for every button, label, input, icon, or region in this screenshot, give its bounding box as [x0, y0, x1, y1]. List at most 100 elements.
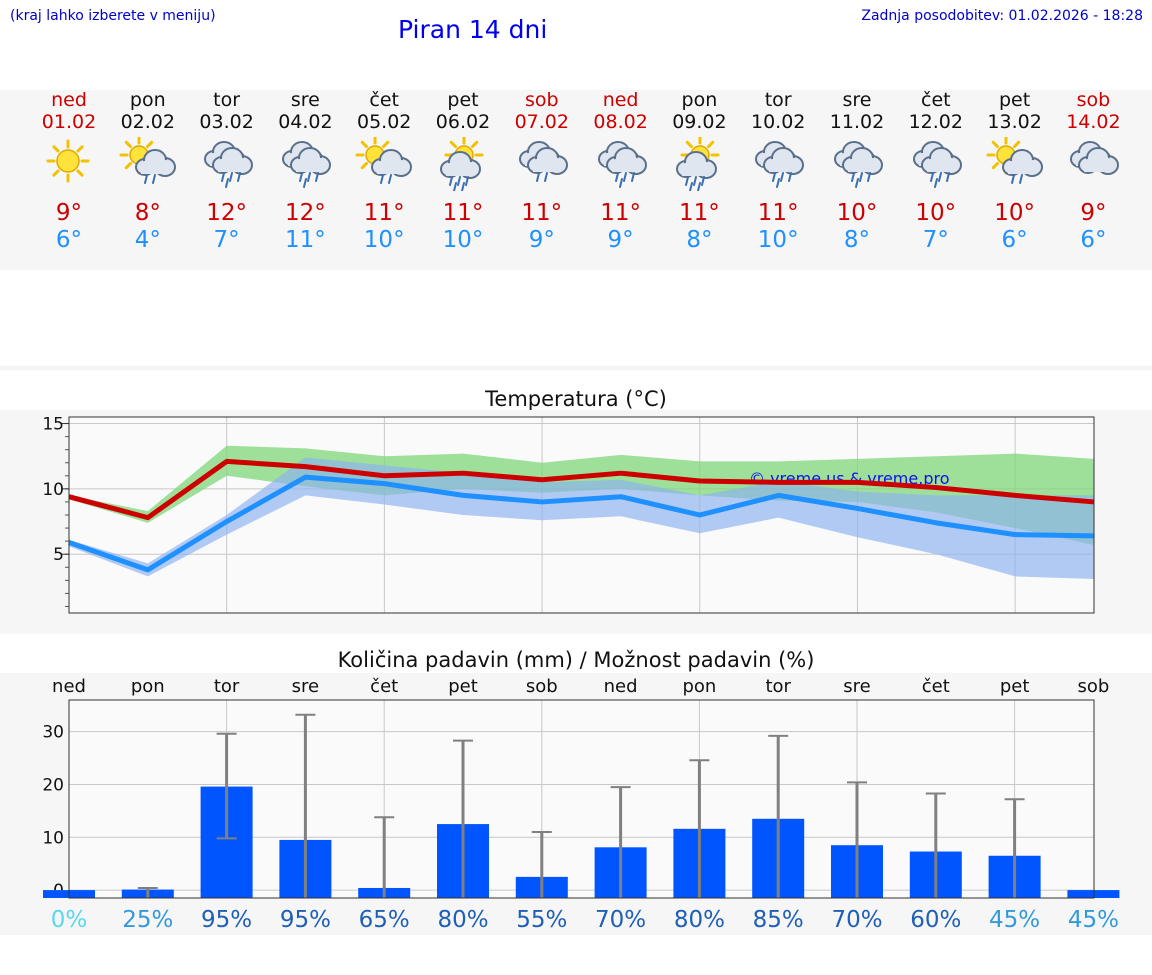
day-column: tor 10.02 11° 10°	[738, 90, 818, 254]
day-name: ned	[602, 89, 639, 111]
precip-probability: 65%	[359, 907, 410, 933]
day-name: pet	[998, 89, 1031, 111]
day-column: pet 06.02 11° 10°	[423, 90, 503, 254]
max-temperature: 9°	[1080, 200, 1107, 226]
last-updated: Zadnja posodobitev: 01.02.2026 - 18:28	[861, 8, 1143, 24]
precip-probability: 70%	[595, 907, 646, 933]
precip-probability: 95%	[280, 907, 331, 933]
day-column: ned 01.02 9° 6°	[29, 90, 109, 254]
sun-cloud-rain-icon	[975, 135, 1055, 195]
precip-day-label: pet	[1000, 676, 1030, 697]
temp-y-tick-label: 5	[53, 545, 64, 565]
min-temperature: 11°	[285, 227, 326, 253]
max-temperature: 8°	[134, 200, 161, 226]
day-column: sre 11.02 10° 8°	[817, 90, 897, 254]
cloud-rain-icon	[896, 137, 976, 195]
precip-probability: 85%	[753, 907, 804, 933]
min-temperature: 6°	[1001, 227, 1028, 253]
precip-day-label: ned	[604, 676, 638, 697]
max-temperature: 10°	[994, 200, 1035, 226]
day-date: 03.02	[199, 111, 254, 133]
precip-y-tick-label: 30	[42, 723, 64, 743]
precip-probability: 0%	[51, 907, 88, 933]
precip-day-label: sre	[292, 676, 319, 697]
max-temperature: 11°	[521, 200, 563, 226]
precip-day-label: sob	[1077, 676, 1109, 697]
cloud-light-rain-icon	[502, 137, 582, 195]
day-date: 12.02	[908, 111, 963, 133]
day-name: čet	[369, 89, 399, 111]
day-name: sob	[525, 89, 559, 111]
precip-probability: 45%	[989, 907, 1040, 933]
min-temperature: 7°	[922, 227, 949, 253]
day-column: tor 03.02 12° 7°	[187, 90, 267, 254]
precip-probability: 95%	[201, 907, 252, 933]
precip-probability: 70%	[831, 907, 882, 933]
day-column: sob 07.02 11° 9°	[502, 90, 582, 254]
max-temperature: 12°	[206, 200, 247, 226]
min-temperature: 6°	[1080, 227, 1107, 253]
cloud-icon	[1053, 137, 1133, 195]
cloud-rain-icon	[187, 137, 267, 195]
precipitation-chart-title: Količina padavin (mm) / Možnost padavin …	[337, 648, 815, 672]
sun-heavy-rain-icon	[659, 135, 739, 195]
temp-plot-frame	[68, 416, 1095, 614]
day-date: 02.02	[120, 111, 175, 133]
min-temperature: 8°	[686, 227, 713, 253]
max-temperature: 10°	[836, 200, 878, 226]
day-column: ned 08.02 11° 9°	[581, 90, 661, 254]
day-column: pet 13.02 10° 6°	[975, 90, 1055, 254]
day-name: pet	[447, 89, 479, 111]
cloud-rain-icon	[817, 137, 897, 195]
max-temperature: 11°	[679, 200, 720, 226]
max-temperature: 11°	[442, 200, 484, 226]
day-column: sob 14.02 9° 6°	[1053, 90, 1133, 254]
day-date: 01.02	[41, 111, 97, 133]
precip-day-label: sre	[843, 676, 870, 697]
precip-probability: 25%	[122, 907, 173, 933]
max-temperature: 12°	[285, 200, 326, 226]
day-name: ned	[51, 89, 87, 111]
day-name: sob	[1076, 89, 1111, 111]
day-date: 04.02	[278, 111, 333, 133]
max-temperature: 11°	[757, 200, 799, 226]
max-temperature: 11°	[363, 200, 405, 226]
max-temperature: 10°	[915, 200, 957, 226]
daily-forecast-strip: ned 01.02 9° 6° pon 02.02 8° 4° tor 03.02 12° 7° s…	[0, 90, 1152, 270]
precip-day-label: tor	[214, 676, 240, 697]
precip-day-label: čet	[922, 676, 950, 697]
temp-y-tick-label: 10	[42, 480, 64, 500]
temp-y-tick-label: 15	[42, 415, 64, 435]
day-column: pon 02.02 8° 4°	[108, 90, 188, 254]
min-temperature: 10°	[442, 227, 484, 253]
precip-y-tick-label: 20	[42, 775, 64, 795]
page-title: Piran 14 dni	[398, 15, 548, 44]
day-date: 06.02	[435, 111, 491, 133]
spacer	[0, 272, 1152, 370]
day-date: 10.02	[750, 111, 806, 133]
max-temperature: 11°	[600, 200, 641, 226]
min-temperature: 4°	[134, 227, 161, 253]
day-date: 05.02	[356, 111, 412, 133]
min-temperature: 9°	[607, 227, 634, 253]
precip-probability: 80%	[437, 907, 488, 933]
precip-day-label: pet	[448, 676, 478, 697]
sun-heavy-rain-icon	[423, 135, 503, 195]
day-column: čet 05.02 11° 10°	[344, 90, 424, 254]
sun-cloud-rain-icon	[344, 135, 424, 195]
day-date: 08.02	[593, 111, 648, 133]
precip-plot-frame	[68, 699, 1095, 899]
sun-icon	[29, 137, 109, 195]
precip-bar	[1067, 890, 1120, 898]
min-temp-range-band	[69, 457, 1094, 580]
precip-day-label: tor	[765, 676, 791, 697]
precip-y-tick-label: 10	[42, 828, 64, 848]
day-date: 11.02	[829, 111, 885, 133]
day-column: čet 12.02 10° 7°	[896, 90, 976, 254]
precip-day-label: pon	[682, 676, 716, 697]
cloud-rain-icon	[738, 137, 818, 195]
day-date: 07.02	[514, 111, 569, 133]
day-column: sre 04.02 12° 11°	[265, 90, 345, 254]
max-temperature: 9°	[55, 200, 83, 226]
